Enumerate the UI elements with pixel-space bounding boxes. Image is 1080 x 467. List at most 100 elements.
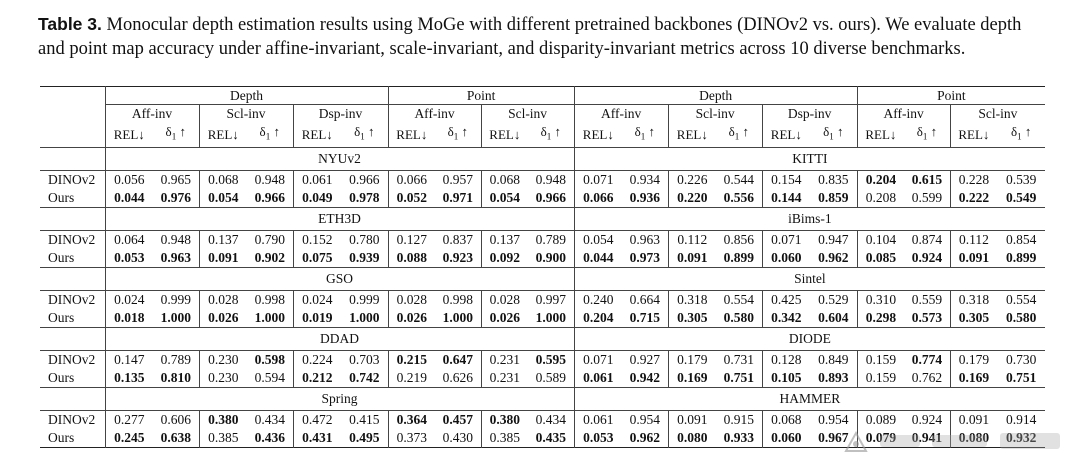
table-cell: 0.967 [818,429,849,445]
watermark-logo-icon [844,430,1060,452]
table-cell: 0.927 [629,351,661,367]
metric-rel-header: REL↓ [292,122,341,148]
table-cell: 1.000 [535,309,566,325]
table-cell: 0.954 [818,411,849,427]
table-cell: 0.435 [535,429,566,445]
table-row: Ours 0.053 0.963 0.091 0.902 0.075 0.939 0.088 0… [40,248,1045,268]
table-cell: 0.159 [856,368,905,388]
metric-rel-header: REL↓ [667,122,717,148]
dataset-header-row: DDAD DIODE [40,326,1046,351]
table-cell: 0.364 [387,410,436,429]
table-cell: 0.900 [535,249,566,265]
table-cell: 0.556 [723,189,755,205]
table-cell: 0.856 [723,231,755,247]
metric-delta-header: δ1 ↑ [165,124,186,142]
table-cell: 0.941 [911,429,943,445]
table-cell: 0.966 [349,171,380,187]
table-cell: 0.373 [387,428,436,448]
caption-label: Table 3. [38,14,102,34]
table-cell: 0.380 [198,410,247,429]
table-cell: 0.044 [573,248,623,268]
table-cell: 0.091 [667,410,717,429]
table-cell: 0.091 [949,248,998,268]
table-cell: 0.169 [949,368,998,388]
metric-rel-header: REL↓ [480,122,529,148]
table-cell: 0.212 [292,368,341,388]
table-cell: 0.599 [911,189,943,205]
table-cell: 0.204 [573,308,623,328]
table-cell: 0.998 [442,291,473,307]
table-cell: 0.224 [292,350,341,369]
table-cell: 0.060 [761,248,811,268]
table-cell: 0.092 [480,248,529,268]
table-cell: 0.544 [723,171,755,187]
table-cell: 0.049 [292,188,341,208]
table-cell: 1.000 [442,309,473,325]
table-cell: 0.965 [160,171,191,187]
group-depth-right: Depth [573,86,858,105]
metric-delta-header: δ1 ↑ [916,124,938,142]
metric-rel-header: REL↓ [387,122,436,148]
metric-row: REL↓ δ1 ↑ REL↓ δ1 ↑ REL↓ δ1 ↑ REL↓ δ1 ↑ REL↓ δ1 ↑… [40,122,1045,148]
table-cell: 0.028 [387,290,436,309]
dataset-header-row: Spring HAMMER [40,386,1046,411]
table-cell: 0.071 [573,170,623,189]
table-cell: 0.810 [160,369,191,385]
metric-rel-header: REL↓ [104,122,153,148]
table-cell: 1.000 [349,309,380,325]
table-cell: 0.380 [480,410,529,429]
table-row: DINOv2 0.056 0.965 0.068 0.948 0.061 0.966 0.06… [40,170,1045,189]
table-cell: 0.924 [911,411,943,427]
table-cell: 0.472 [292,410,341,429]
metric-delta-header: δ1 ↑ [728,124,750,142]
table-cell: 0.589 [535,369,566,385]
method-name: Ours [48,309,75,325]
table-row: Ours 0.018 1.000 0.026 1.000 0.019 1.000 0.026 1… [40,308,1045,328]
metric-rel-header: REL↓ [856,122,905,148]
table-cell: 0.298 [856,308,905,328]
table-cell: 0.580 [723,309,755,325]
table-body: NYUv2 KITTI DINOv2 0.056 0.965 0.068 0.948 0.06… [40,146,1046,448]
table-cell: 0.425 [761,290,811,309]
table-cell: 0.019 [292,308,341,328]
table-cell: 0.899 [1005,249,1037,265]
table-cell: 0.638 [160,429,191,445]
table-cell: 0.914 [1005,411,1037,427]
table-cell: 0.606 [160,411,191,427]
table-cell: 0.598 [254,351,285,367]
table-cell: 0.088 [387,248,436,268]
table-cell: 0.061 [292,170,341,189]
table-cell: 0.385 [198,428,247,448]
dataset-name-right: HAMMER [573,386,1046,411]
sub-header: Dsp-inv [292,104,389,122]
table-cell: 0.948 [160,231,191,247]
table-cell: 0.978 [349,189,380,205]
table-cell: 0.924 [911,249,943,265]
table-cell: 0.204 [856,170,905,189]
table-cell: 0.431 [292,428,341,448]
table-cell: 0.068 [198,170,247,189]
table-cell: 0.893 [818,369,849,385]
table-cell: 0.948 [535,171,566,187]
table-cell: 0.647 [442,351,473,367]
table-cell: 0.751 [1005,369,1037,385]
table-cell: 0.128 [761,350,811,369]
metric-delta-header: δ1 ↑ [354,124,375,142]
table-cell: 0.231 [480,368,529,388]
table-cell: 0.730 [1005,351,1037,367]
table-cell: 0.559 [911,291,943,307]
group-depth-left: Depth [104,86,389,105]
table-cell: 0.971 [442,189,473,205]
table-cell: 0.104 [856,230,905,249]
table-cell: 0.626 [442,369,473,385]
dataset-name-left: NYUv2 [104,146,575,171]
table-cell: 0.715 [629,309,661,325]
table-cell: 0.208 [856,188,905,208]
table-caption: Table 3. Monocular depth estimation resu… [38,12,1048,61]
table-cell: 0.789 [535,231,566,247]
table-cell: 0.999 [160,291,191,307]
dataset-name-right: Sintel [573,266,1046,291]
table-cell: 0.152 [292,230,341,249]
metric-delta-header: δ1 ↑ [447,124,468,142]
dataset-name-left: GSO [104,266,575,291]
